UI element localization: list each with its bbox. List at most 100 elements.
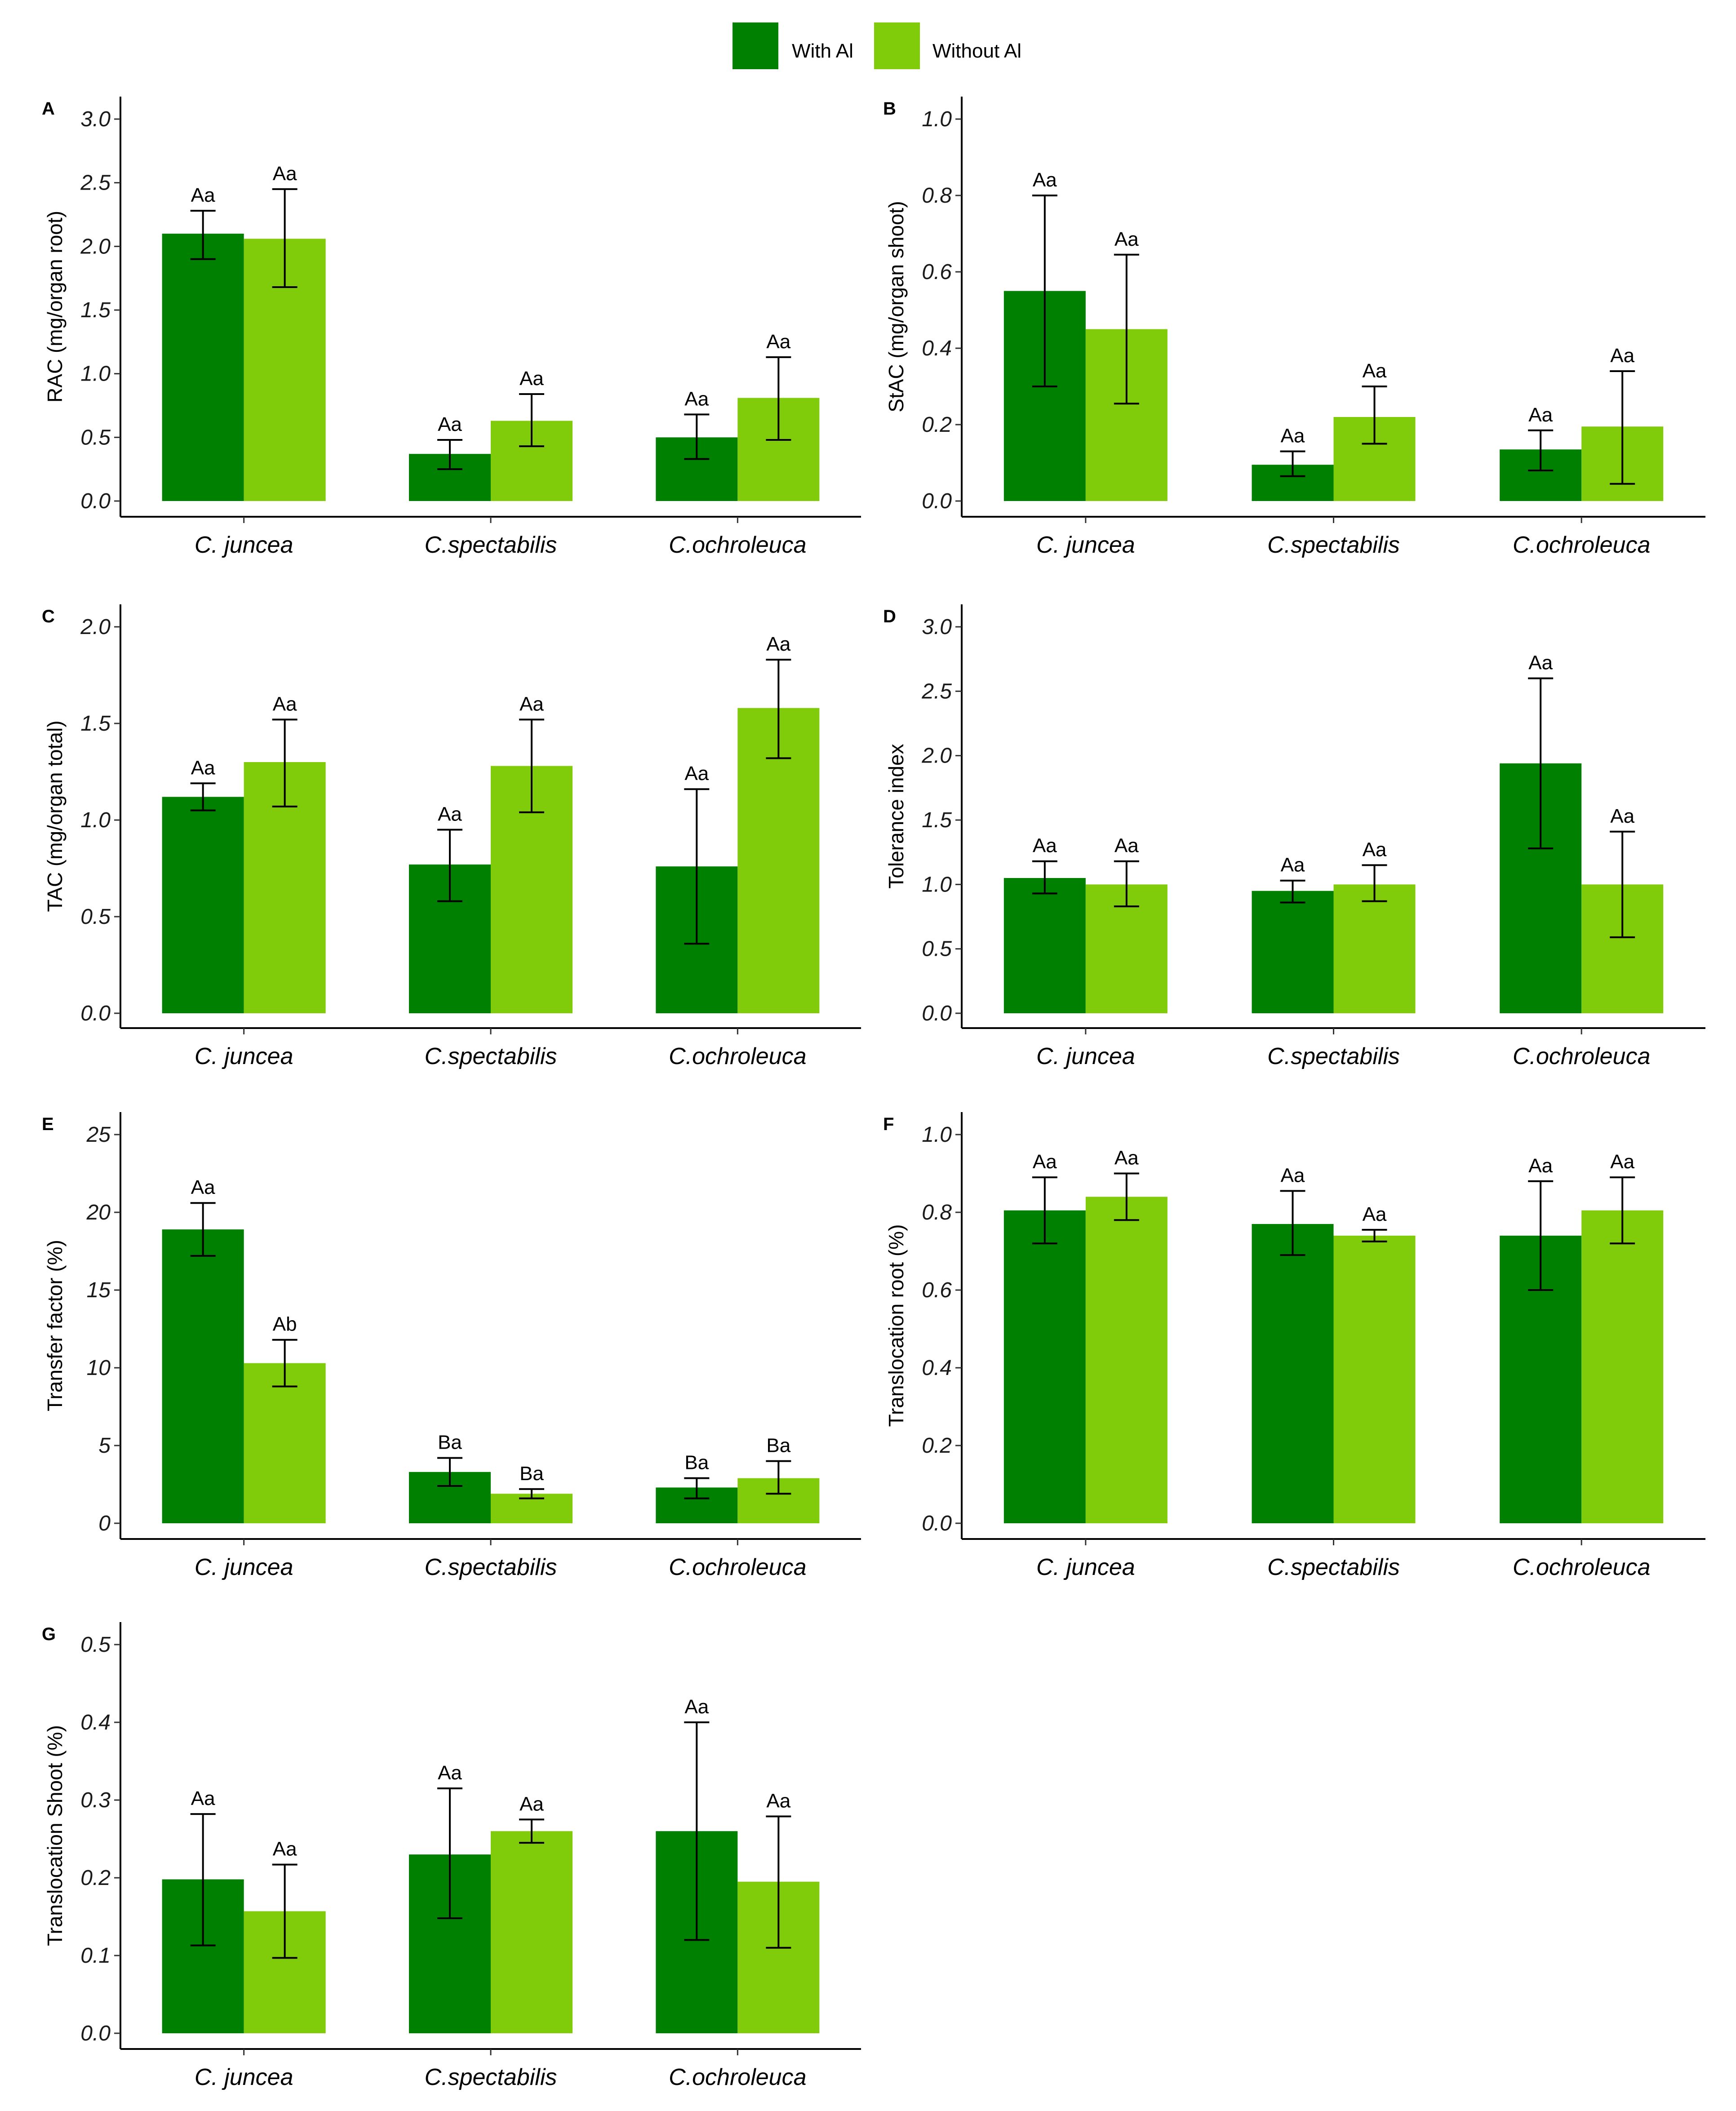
panel-e-y-tick-label: 5 xyxy=(98,1434,111,1458)
panel-e-x-tick-label: C. juncea xyxy=(195,1554,293,1580)
panel-e-bar-without-al-c-juncea xyxy=(244,1363,326,1523)
panel-b-y-tick-label: 0.8 xyxy=(922,184,952,208)
panel-a-significance-label: Aa xyxy=(519,368,544,390)
panel-b-y-tick-label: 1.0 xyxy=(922,107,952,131)
panel-b-significance-label: Aa xyxy=(1528,404,1553,426)
panel-a-significance-label: Aa xyxy=(273,163,297,185)
panel-b-y-tick-label: 0.0 xyxy=(922,489,952,513)
panel-c-x-tick-label: C. juncea xyxy=(195,1043,293,1069)
panel-a-y-tick-label: 1.5 xyxy=(80,298,111,322)
panel-b-significance-label: Aa xyxy=(1281,425,1305,447)
panel-e-significance-label: Ba xyxy=(766,1435,790,1457)
panel-c-y-tick-label: 0.0 xyxy=(80,1002,111,1025)
panel-a-y-tick-label: 0.5 xyxy=(80,426,111,449)
panel-d-letter: D xyxy=(883,607,896,626)
panel-c-significance-label: Aa xyxy=(191,757,215,779)
legend: With Al Without Al xyxy=(733,22,1021,69)
panel-a: 0.0 0.5 1.0 1.5 2.0 2.5 3.0 A RAC (mg/organ root… xyxy=(42,97,861,558)
panel-d-bar-without-al-c-spectabilis xyxy=(1333,884,1416,1013)
panel-f-y-tick-label: 0.6 xyxy=(922,1278,952,1302)
panel-e-y-tick-label: 25 xyxy=(86,1123,111,1147)
panel-b-significance-label: Aa xyxy=(1610,345,1634,367)
panel-f-significance-label: Aa xyxy=(1281,1164,1305,1186)
panel-b-significance-label: Aa xyxy=(1363,360,1387,382)
panel-c-significance-label: Aa xyxy=(273,693,297,715)
legend-swatch-without-al xyxy=(874,22,920,69)
panel-c-y-axis-label: TAC (mg/organ total) xyxy=(43,720,67,912)
panel-f-y-tick-label: 0.8 xyxy=(922,1201,952,1224)
panel-d-y-tick-label: 3.0 xyxy=(922,615,952,639)
panel-a-y-tick-label: 1.0 xyxy=(80,362,111,386)
panel-c: 0.0 0.5 1.0 1.5 2.0 C TAC (mg/organ total) C. j… xyxy=(42,604,861,1069)
panel-f-significance-label: Aa xyxy=(1114,1147,1139,1169)
panel-g-x-tick-label: C.spectabilis xyxy=(425,2064,557,2090)
panel-f-x-tick-label: C. juncea xyxy=(1036,1554,1135,1580)
panel-d-significance-label: Aa xyxy=(1610,805,1634,827)
panel-f-bar-without-al-c-spectabilis xyxy=(1333,1235,1416,1523)
panel-f-y-tick-label: 0.4 xyxy=(922,1356,952,1380)
panel-f: 0.0 0.2 0.4 0.6 0.8 1.0 F Translocation root (%… xyxy=(883,1112,1705,1580)
panel-a-x-tick-label: C.ochroleuca xyxy=(669,532,806,558)
panel-b-x-tick-label: C.spectabilis xyxy=(1267,532,1400,558)
panel-f-x-tick-label: C.spectabilis xyxy=(1267,1554,1400,1580)
panel-d-significance-label: Aa xyxy=(1114,835,1139,857)
panel-g-letter: G xyxy=(42,1624,56,1644)
panel-g-y-tick-label: 0.4 xyxy=(80,1711,111,1734)
panel-c-bar-with-al-c-juncea xyxy=(162,797,244,1013)
panel-a-bar-with-al-c-juncea xyxy=(162,234,244,501)
panel-e-significance-label: Ba xyxy=(438,1432,462,1454)
panel-g-x-tick-label: C. juncea xyxy=(195,2064,293,2090)
panel-c-significance-label: Aa xyxy=(519,693,544,715)
panel-g-significance-label: Aa xyxy=(684,1696,709,1718)
panel-e-y-tick-label: 10 xyxy=(87,1356,111,1380)
panel-c-letter: C xyxy=(42,607,55,626)
panel-d-y-axis-label: Tolerance index xyxy=(884,744,908,888)
legend-label-without-al: Without Al xyxy=(932,40,1021,62)
panel-d-significance-label: Aa xyxy=(1363,838,1387,860)
panel-f-bar-with-al-c-spectabilis xyxy=(1252,1224,1334,1523)
panel-f-significance-label: Aa xyxy=(1363,1203,1387,1225)
panel-e-significance-label: Aa xyxy=(191,1176,215,1198)
panel-a-x-tick-label: C. juncea xyxy=(195,532,293,558)
panel-b-y-tick-label: 0.6 xyxy=(922,260,952,284)
panel-d-y-tick-label: 0.0 xyxy=(922,1002,952,1025)
panel-f-y-tick-label: 0.2 xyxy=(922,1434,952,1458)
panel-e-x-tick-label: C.spectabilis xyxy=(425,1554,557,1580)
panel-f-significance-label: Aa xyxy=(1528,1155,1553,1177)
panel-d-significance-label: Aa xyxy=(1528,652,1553,674)
panel-e-y-axis-label: Transfer factor (%) xyxy=(43,1240,67,1411)
panel-a-y-tick-label: 3.0 xyxy=(80,107,111,131)
panel-a-significance-label: Aa xyxy=(191,184,215,206)
panel-b-x-tick-label: C. juncea xyxy=(1036,532,1135,558)
panel-a-y-tick-label: 0.0 xyxy=(80,489,111,513)
panel-g: 0.0 0.1 0.2 0.3 0.4 0.5 G Translocation Shoot (… xyxy=(42,1622,861,2090)
panel-c-y-tick-label: 1.5 xyxy=(80,712,111,736)
panel-a-letter: A xyxy=(42,99,55,119)
panel-g-significance-label: Aa xyxy=(438,1762,462,1784)
panel-a-y-axis-label: RAC (mg/organ root) xyxy=(43,211,67,403)
panel-e-significance-label: Ba xyxy=(519,1463,544,1485)
panel-b-y-axis-label: StAC (mg/organ shoot) xyxy=(884,201,908,412)
panel-a-y-tick-label: 2.0 xyxy=(80,235,111,258)
panel-e-y-tick-label: 15 xyxy=(87,1278,111,1302)
panel-d-significance-label: Aa xyxy=(1281,854,1305,876)
panel-d-x-tick-label: C.spectabilis xyxy=(1267,1043,1400,1069)
panel-c-significance-label: Aa xyxy=(766,633,790,655)
panel-e: 0 5 10 15 20 25 E Transfer factor (%) C. juncea A… xyxy=(42,1112,861,1580)
panel-e-significance-label: Ba xyxy=(684,1452,709,1474)
panel-d-significance-label: Aa xyxy=(1033,835,1057,857)
panel-f-bar-without-al-c-ochroleuca xyxy=(1581,1210,1664,1523)
panel-a-y-tick-label: 2.5 xyxy=(80,171,111,195)
panel-e-y-tick-label: 0 xyxy=(98,1512,111,1535)
panel-g-significance-label: Aa xyxy=(519,1793,544,1815)
panel-g-significance-label: Aa xyxy=(273,1838,297,1860)
panel-d-bar-with-al-c-spectabilis xyxy=(1252,891,1334,1013)
panel-c-significance-label: Aa xyxy=(684,763,709,785)
panel-a-significance-label: Aa xyxy=(438,413,462,435)
panel-d-x-tick-label: C.ochroleuca xyxy=(1513,1043,1650,1069)
panel-a-significance-label: Aa xyxy=(684,388,709,410)
panel-b-significance-label: Aa xyxy=(1033,169,1057,191)
legend-label-with-al: With Al xyxy=(792,40,853,62)
panel-e-bar-with-al-c-juncea xyxy=(162,1229,244,1523)
panel-f-significance-label: Aa xyxy=(1033,1151,1057,1173)
